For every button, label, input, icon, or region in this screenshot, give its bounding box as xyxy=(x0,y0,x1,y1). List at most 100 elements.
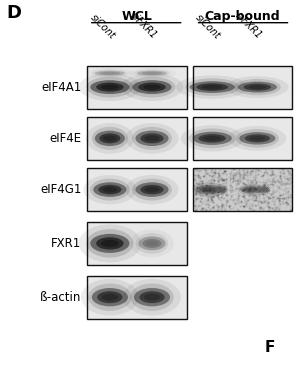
Text: eIF4G1: eIF4G1 xyxy=(40,183,81,196)
Ellipse shape xyxy=(126,123,178,154)
Ellipse shape xyxy=(146,241,158,246)
Ellipse shape xyxy=(234,79,281,96)
Text: siFXR1: siFXR1 xyxy=(129,11,159,41)
Text: siFXR1: siFXR1 xyxy=(234,11,264,41)
Ellipse shape xyxy=(247,188,256,191)
Ellipse shape xyxy=(90,80,129,94)
Ellipse shape xyxy=(79,73,141,101)
Ellipse shape xyxy=(83,175,136,204)
Ellipse shape xyxy=(135,182,169,197)
Ellipse shape xyxy=(176,75,248,99)
Ellipse shape xyxy=(130,229,174,257)
Text: siCont: siCont xyxy=(88,12,117,41)
Ellipse shape xyxy=(144,187,160,193)
Ellipse shape xyxy=(134,69,170,77)
Ellipse shape xyxy=(200,187,219,193)
Ellipse shape xyxy=(190,81,235,93)
Ellipse shape xyxy=(130,283,174,311)
Text: eIF4E: eIF4E xyxy=(49,132,81,145)
Ellipse shape xyxy=(132,127,172,150)
Ellipse shape xyxy=(86,123,134,154)
Ellipse shape xyxy=(217,187,225,192)
Ellipse shape xyxy=(86,77,133,97)
Text: Cap-bound: Cap-bound xyxy=(204,10,280,23)
Bar xyxy=(87,168,187,211)
Ellipse shape xyxy=(214,184,228,195)
Ellipse shape xyxy=(92,127,128,150)
Text: D: D xyxy=(6,4,21,22)
Ellipse shape xyxy=(92,69,128,77)
Bar xyxy=(87,117,187,160)
Ellipse shape xyxy=(249,85,266,89)
Ellipse shape xyxy=(241,186,262,194)
Bar xyxy=(87,222,187,265)
Text: FXR1: FXR1 xyxy=(51,237,81,250)
Ellipse shape xyxy=(86,68,134,78)
Ellipse shape xyxy=(92,288,128,306)
Ellipse shape xyxy=(129,77,175,97)
Ellipse shape xyxy=(102,187,117,193)
Ellipse shape xyxy=(126,175,178,204)
Ellipse shape xyxy=(102,294,118,301)
Ellipse shape xyxy=(228,126,286,151)
Ellipse shape xyxy=(79,224,141,262)
Ellipse shape xyxy=(142,239,161,248)
Ellipse shape xyxy=(139,291,165,303)
Ellipse shape xyxy=(256,184,271,195)
Ellipse shape xyxy=(103,72,116,74)
Ellipse shape xyxy=(132,80,172,94)
Bar xyxy=(193,117,292,160)
Ellipse shape xyxy=(97,291,123,303)
Ellipse shape xyxy=(244,187,259,192)
Ellipse shape xyxy=(196,185,223,194)
Ellipse shape xyxy=(244,83,271,91)
Ellipse shape xyxy=(215,184,228,195)
Ellipse shape xyxy=(88,283,132,311)
Ellipse shape xyxy=(261,188,266,191)
Ellipse shape xyxy=(185,78,239,96)
Ellipse shape xyxy=(96,83,123,92)
Ellipse shape xyxy=(141,71,163,75)
Ellipse shape xyxy=(202,85,222,89)
Ellipse shape xyxy=(215,186,227,193)
Ellipse shape xyxy=(257,186,269,193)
Ellipse shape xyxy=(236,129,279,148)
Text: WCL: WCL xyxy=(122,10,152,23)
Text: siCont: siCont xyxy=(194,12,222,41)
Text: ß-actin: ß-actin xyxy=(40,291,81,304)
Ellipse shape xyxy=(132,179,172,201)
Ellipse shape xyxy=(90,179,130,201)
Ellipse shape xyxy=(98,185,121,194)
Ellipse shape xyxy=(95,71,125,76)
Ellipse shape xyxy=(181,125,244,152)
Ellipse shape xyxy=(138,83,166,92)
Ellipse shape xyxy=(196,83,228,91)
Ellipse shape xyxy=(137,71,167,76)
Ellipse shape xyxy=(144,135,160,141)
Ellipse shape xyxy=(203,136,221,141)
Ellipse shape xyxy=(203,188,215,191)
Ellipse shape xyxy=(136,233,168,254)
Ellipse shape xyxy=(189,128,236,148)
Ellipse shape xyxy=(135,131,169,146)
Bar xyxy=(87,66,187,109)
Ellipse shape xyxy=(140,133,164,143)
Ellipse shape xyxy=(101,240,119,247)
Ellipse shape xyxy=(123,279,181,315)
Ellipse shape xyxy=(239,132,275,145)
Ellipse shape xyxy=(144,294,160,301)
Ellipse shape xyxy=(103,135,116,141)
Ellipse shape xyxy=(198,134,226,143)
Ellipse shape xyxy=(121,73,183,101)
Ellipse shape xyxy=(99,133,120,143)
Ellipse shape xyxy=(226,76,289,98)
Ellipse shape xyxy=(143,85,161,90)
Bar xyxy=(193,168,292,211)
Bar xyxy=(87,276,187,319)
Ellipse shape xyxy=(86,229,133,258)
Ellipse shape xyxy=(128,68,176,78)
Text: eIF4A1: eIF4A1 xyxy=(41,81,81,94)
Ellipse shape xyxy=(257,184,270,195)
Ellipse shape xyxy=(193,132,232,145)
Ellipse shape xyxy=(96,237,123,250)
